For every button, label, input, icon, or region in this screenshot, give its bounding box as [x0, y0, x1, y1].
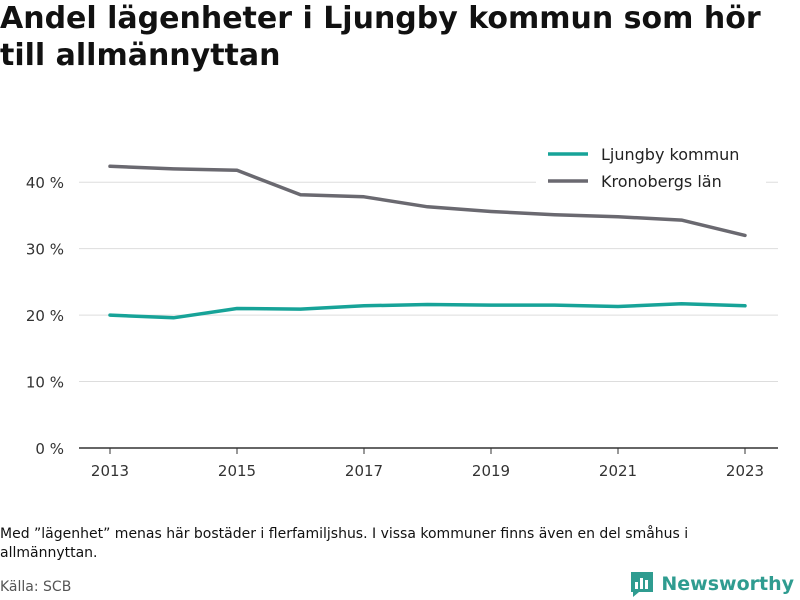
- chart-title: Andel lägenheter i Ljungby kommun som hö…: [0, 1, 761, 73]
- legend-label: Ljungby kommun: [601, 145, 739, 164]
- y-tick-labels: 0 % 10 % 20 % 30 % 40 %: [26, 174, 64, 458]
- x-tick-label: 2019: [472, 462, 510, 480]
- x-tick-label: 2023: [726, 462, 764, 480]
- legend-label: Kronobergs län: [601, 172, 722, 191]
- series-line-kronoberg: [108, 164, 747, 238]
- brand-logo: Newsworthy: [629, 570, 794, 598]
- legend: Ljungby kommun Kronobergs län: [536, 141, 766, 193]
- x-tick-label: 2017: [345, 462, 383, 480]
- x-tick-label: 2015: [218, 462, 256, 480]
- footnote: Med ”lägenhet” menas här bostäder i fler…: [0, 526, 689, 561]
- line-chart: 0 % 10 % 20 % 30 % 40 % 2013 2015 2017 2019 2021…: [25, 141, 778, 480]
- y-tick-label: 10 %: [26, 374, 64, 392]
- x-tick-label: 2021: [599, 462, 637, 480]
- legend-background: [536, 141, 766, 193]
- newsworthy-logo-icon: [631, 572, 654, 597]
- brand-name: Newsworthy: [661, 573, 794, 595]
- y-tick-label: 0 %: [35, 440, 64, 458]
- y-tick-label: 20 %: [26, 307, 64, 325]
- y-tick-label: 30 %: [26, 241, 64, 259]
- y-tick-label: 40 %: [26, 174, 64, 192]
- series-lines: [108, 164, 747, 320]
- series-line-ljungby: [108, 302, 747, 320]
- x-tick-labels: 2013 2015 2017 2019 2021 2023: [91, 448, 764, 480]
- x-tick-label: 2013: [91, 462, 129, 480]
- source-label: Källa: SCB: [0, 579, 72, 595]
